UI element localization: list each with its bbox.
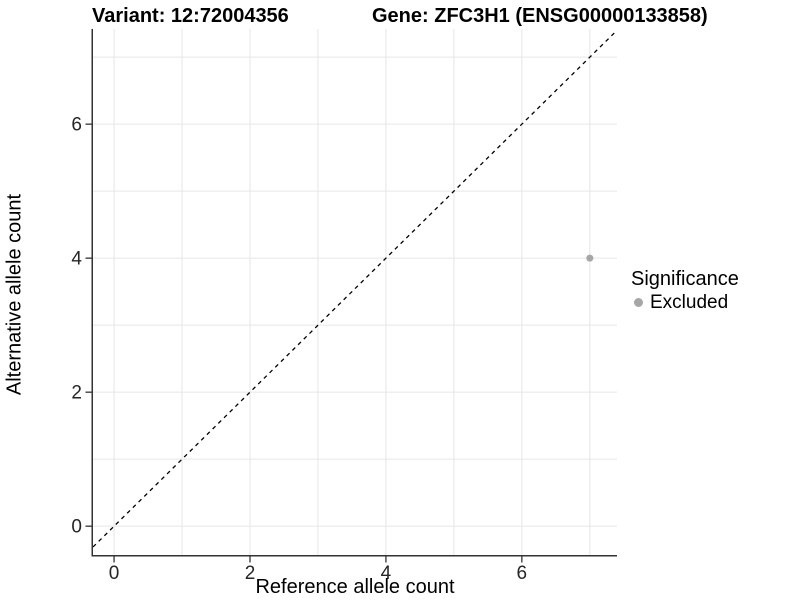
x-tick-label: 6 — [517, 563, 528, 584]
y-tick-label: 0 — [71, 517, 82, 538]
y-tick-label: 4 — [71, 249, 82, 270]
x-tick-label: 4 — [381, 563, 392, 584]
variant-title: Variant: 12:72004356 — [92, 5, 289, 27]
x-axis-title: Reference allele count — [255, 576, 455, 598]
legend-item-label: Excluded — [650, 292, 729, 313]
legend-title: Significance — [631, 268, 739, 290]
gene-title: Gene: ZFC3H1 (ENSG00000133858) — [372, 5, 708, 27]
y-axis-title: Alternative allele count — [3, 193, 26, 396]
x-tick-label: 0 — [109, 563, 120, 584]
legend-point-icon — [634, 298, 643, 307]
legend: Significance Excluded — [631, 268, 739, 313]
y-tick-label: 2 — [71, 383, 82, 404]
data-point — [586, 254, 594, 262]
legend-item-excluded: Excluded — [631, 292, 739, 313]
identity-dashed-line — [92, 29, 618, 548]
x-tick-label: 2 — [245, 563, 256, 584]
y-tick-label: 6 — [71, 115, 82, 136]
